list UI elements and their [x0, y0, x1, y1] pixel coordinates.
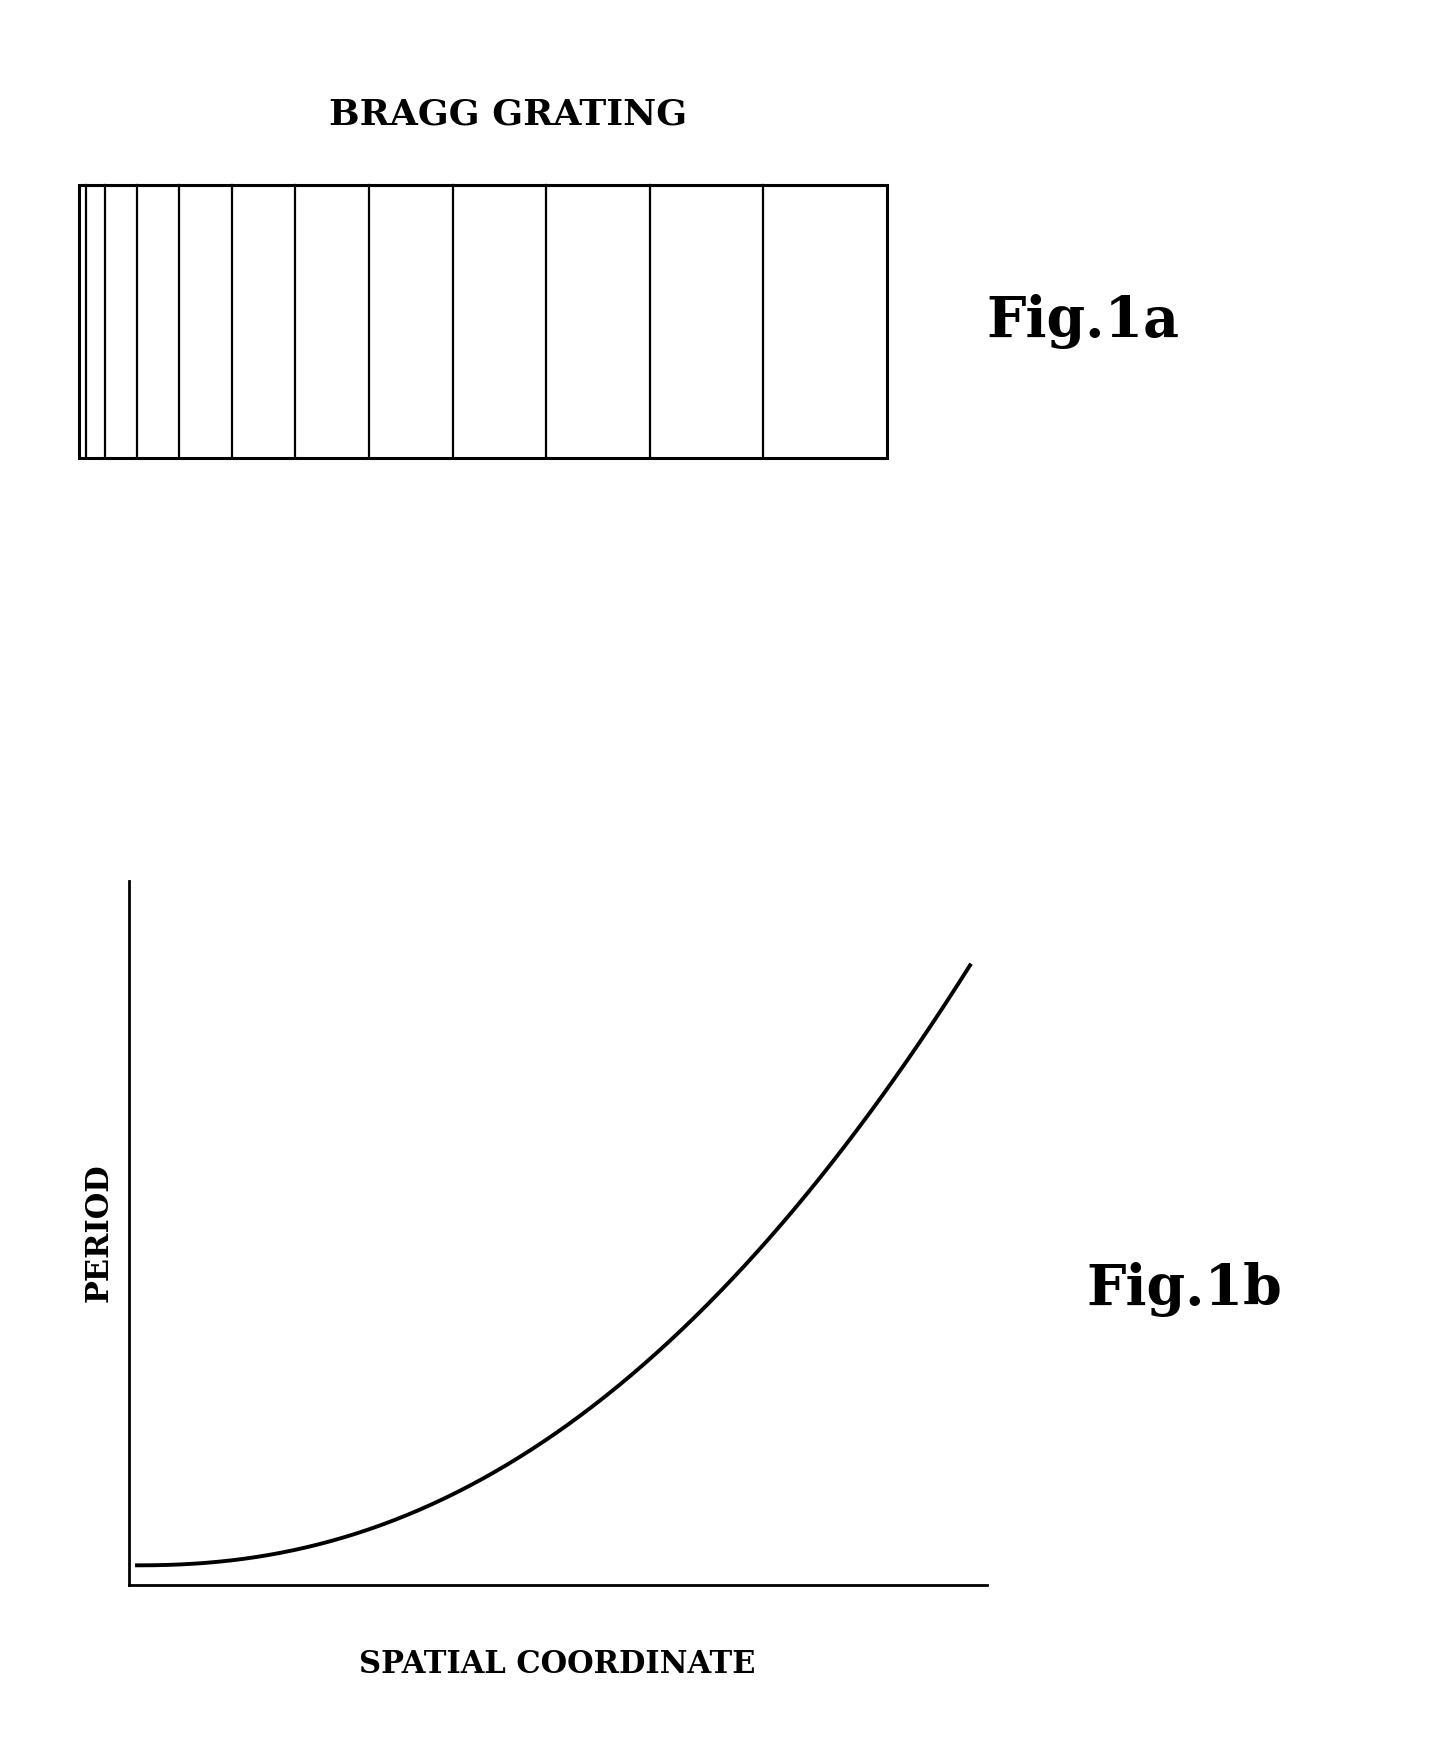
Text: Fig.1a: Fig.1a [987, 294, 1180, 349]
Y-axis label: PERIOD: PERIOD [84, 1164, 114, 1301]
Text: Fig.1b: Fig.1b [1087, 1261, 1283, 1317]
Bar [79, 185, 887, 458]
Text: BRAGG GRATING: BRAGG GRATING [329, 97, 686, 132]
Text: SPATIAL COORDINATE: SPATIAL COORDINATE [359, 1648, 756, 1680]
